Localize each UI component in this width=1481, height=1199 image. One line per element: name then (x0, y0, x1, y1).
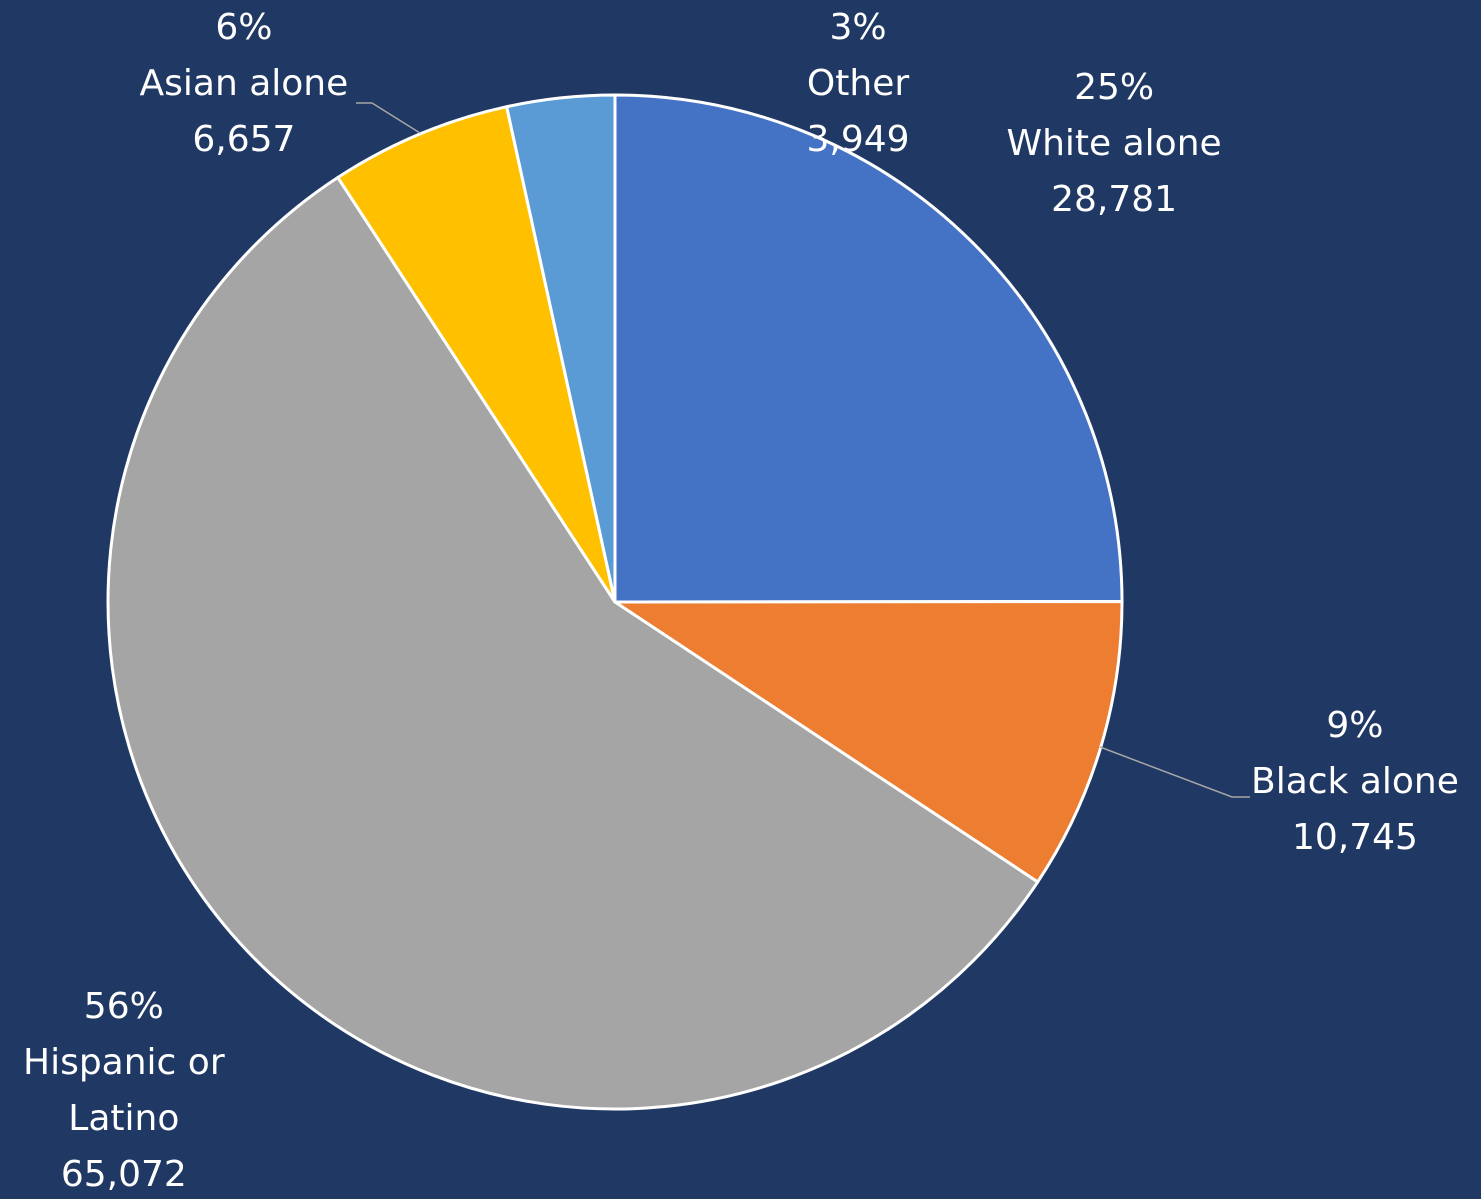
pie-slice-white-alone (613, 93, 1124, 604)
data-label-percent: 25% (1074, 67, 1155, 108)
data-label-category: Asian alone (139, 63, 349, 104)
data-label-category: Other (806, 63, 910, 104)
data-label-percent: 3% (829, 7, 887, 48)
pie-slice-hispanic-or-latino (106, 175, 1040, 1111)
pie-slice-other (505, 93, 617, 604)
data-label-percent: 56% (83, 986, 164, 1027)
data-label-percent: 6% (215, 7, 273, 48)
data-label-value: 6,657 (192, 119, 296, 160)
leader-line-asian-alone (356, 102, 421, 134)
data-label-asian-alone: 6% Asian alone 6,657 (140, 0, 349, 168)
data-label-value: 28,781 (1051, 179, 1178, 220)
data-label-category: Black alone (1251, 761, 1459, 802)
leader-line-black-alone (1099, 746, 1250, 798)
data-label-white-alone: 25% White alone 28,781 (1007, 60, 1222, 228)
data-label-percent: 9% (1326, 705, 1384, 746)
data-label-category: White alone (1006, 123, 1222, 164)
data-label-value: 3,949 (806, 119, 910, 160)
data-label-other: 3% Other 3,949 (807, 0, 910, 168)
pie-slice-asian-alone (336, 105, 617, 604)
data-label-hispanic-or-latino: 56% Hispanic or Latino 65,072 (23, 979, 225, 1199)
data-label-value: 10,745 (1291, 817, 1418, 858)
data-label-black-alone: 9% Black alone 10,745 (1251, 698, 1459, 866)
data-label-category: Hispanic or (23, 1042, 225, 1083)
data-label-value: 65,072 (60, 1154, 187, 1195)
data-label-category: Latino (68, 1098, 180, 1139)
